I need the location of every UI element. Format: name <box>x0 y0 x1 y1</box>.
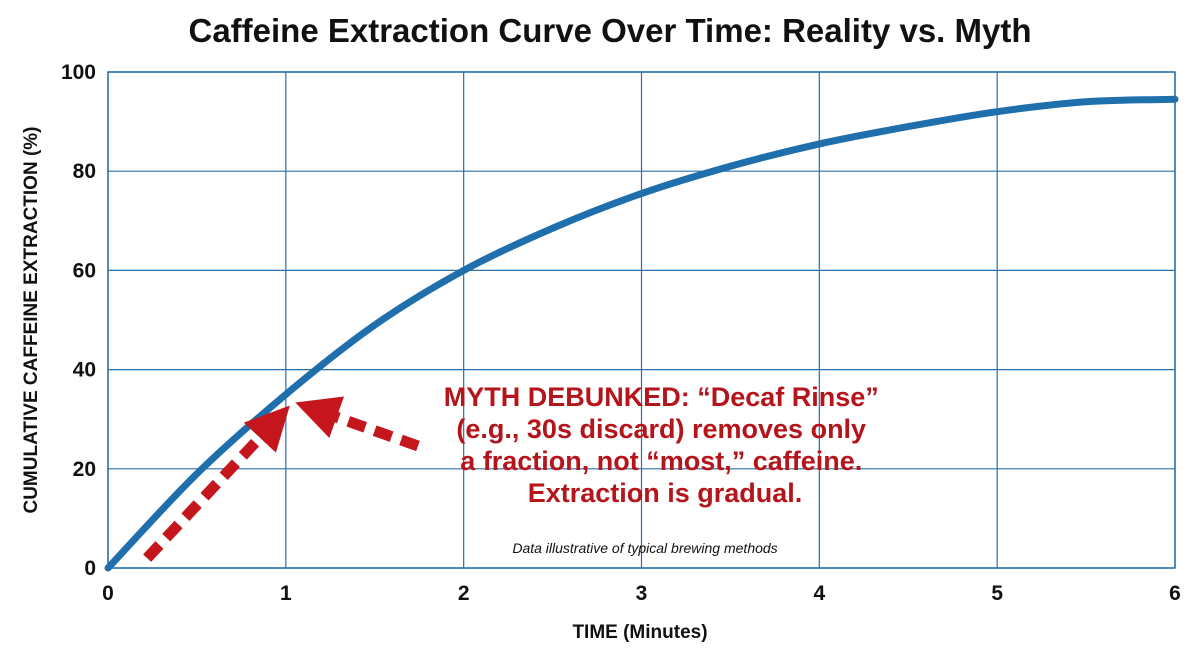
y-axis-ticks: 0 20 40 60 80 100 <box>61 61 96 580</box>
x-tick-label: 1 <box>280 582 292 605</box>
x-tick-label: 2 <box>458 582 470 605</box>
plot-frame <box>107 71 1176 569</box>
x-tick-label: 3 <box>636 582 648 605</box>
myth-line-3: a fraction, not “most,” caffeine. <box>460 446 862 476</box>
x-axis-ticks: 0 1 2 3 4 5 6 <box>102 582 1181 605</box>
arrow-to-curve-from-origin <box>143 405 290 562</box>
y-tick-label: 100 <box>61 61 96 84</box>
data-note: Data illustrative of typical brewing met… <box>512 540 777 556</box>
y-tick-label: 20 <box>73 458 96 481</box>
extraction-curve <box>104 95 1179 572</box>
y-tick-label: 0 <box>84 557 96 580</box>
x-tick-label: 6 <box>1169 582 1181 605</box>
myth-line-1: MYTH DEBUNKED: “Decaf Rinse” <box>444 382 879 412</box>
y-tick-label: 80 <box>73 160 96 183</box>
y-tick-label: 60 <box>73 259 96 282</box>
x-tick-label: 4 <box>813 582 825 605</box>
y-tick-label: 40 <box>73 359 96 382</box>
arrow-to-curve-from-callout <box>295 396 420 452</box>
chart-title: Caffeine Extraction Curve Over Time: Rea… <box>189 12 1032 49</box>
myth-callout: MYTH DEBUNKED: “Decaf Rinse” (e.g., 30s … <box>444 382 887 508</box>
x-axis-label: TIME (Minutes) <box>572 622 707 643</box>
x-tick-label: 0 <box>102 582 114 605</box>
myth-arrows <box>143 396 420 562</box>
y-axis-label: CUMULATIVE CAFFEINE EXTRACTION (%) <box>21 126 42 513</box>
myth-line-4: Extraction is gradual. <box>528 478 803 508</box>
myth-line-2: (e.g., 30s discard) removes only <box>456 414 866 444</box>
x-tick-label: 5 <box>991 582 1003 605</box>
